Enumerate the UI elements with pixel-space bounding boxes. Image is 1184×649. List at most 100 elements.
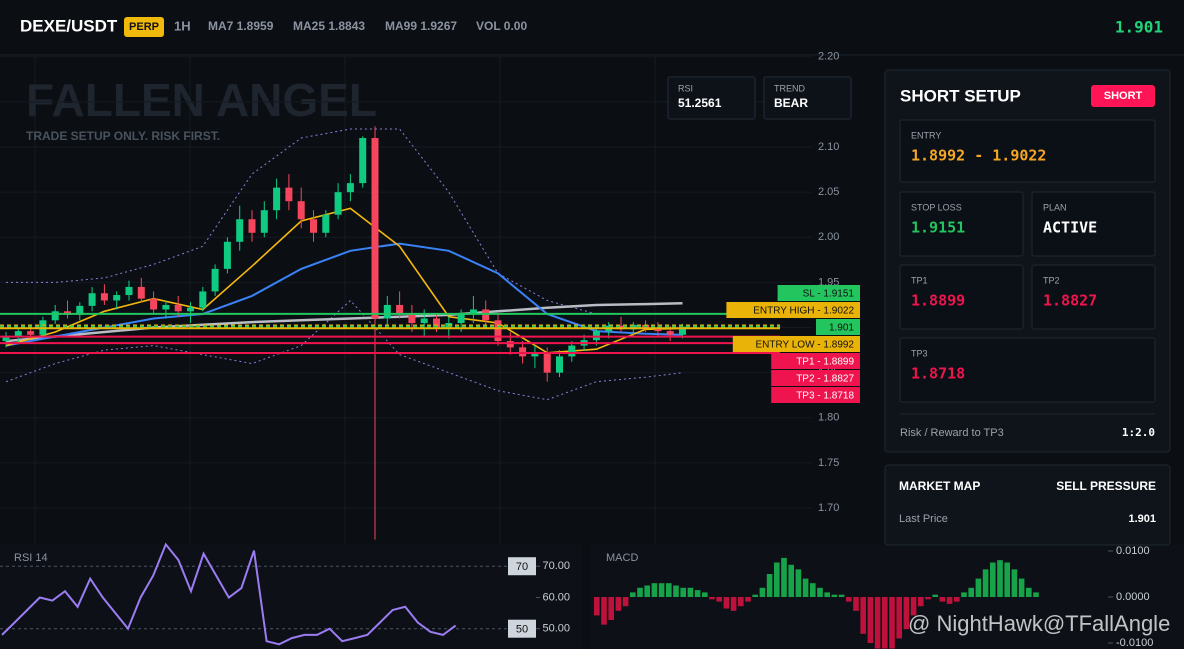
level-label: ENTRY LOW - 1.8992 bbox=[755, 340, 854, 351]
badge: PERP bbox=[129, 21, 159, 33]
candle-body bbox=[297, 201, 305, 220]
macd-bar bbox=[918, 597, 924, 607]
candle-body bbox=[27, 331, 35, 335]
level-label-bg bbox=[732, 336, 860, 352]
macd-bar bbox=[831, 594, 838, 597]
macd-bar bbox=[774, 562, 780, 597]
macd-bar bbox=[594, 597, 600, 616]
macd-bar bbox=[1026, 587, 1032, 597]
macd-bar bbox=[810, 583, 816, 597]
macd-bar bbox=[630, 592, 636, 597]
macd-bar bbox=[651, 583, 658, 597]
watermark: @ NightHawk@TFallAngle bbox=[908, 611, 1170, 636]
macd-bar bbox=[910, 597, 917, 616]
level-label: TP3 - 1.8718 bbox=[796, 391, 854, 402]
setup-title: SHORT SETUP bbox=[900, 86, 1021, 105]
candle-body bbox=[260, 210, 268, 233]
indicator: MA7 1.8959 bbox=[208, 19, 274, 33]
rr-label: Risk / Reward to TP3 bbox=[900, 427, 1004, 439]
macd-bar bbox=[658, 583, 665, 597]
macd-bar bbox=[795, 569, 802, 597]
macd-bar bbox=[946, 597, 953, 604]
card-value: 1.8899 bbox=[911, 292, 965, 310]
macd-bar bbox=[1018, 578, 1025, 597]
y-tick-label: 2.00 bbox=[818, 231, 839, 243]
card-label: TP1 bbox=[911, 275, 928, 285]
candle-body bbox=[679, 326, 686, 335]
macd-bar bbox=[723, 597, 730, 609]
candle-body bbox=[506, 341, 514, 348]
candle-body bbox=[396, 304, 404, 314]
card-value: 1.8992 - 1.9022 bbox=[911, 147, 1046, 165]
side-badge-bg bbox=[1091, 85, 1155, 107]
macd-bar bbox=[1011, 569, 1018, 597]
side-badge: SHORT bbox=[1104, 90, 1143, 102]
y-tick-label: 1.80 bbox=[818, 412, 839, 424]
macd-bar bbox=[1004, 562, 1010, 597]
setup-card bbox=[899, 191, 1024, 257]
candle-body bbox=[556, 356, 563, 373]
macd-bar bbox=[608, 597, 614, 621]
rsi-panel bbox=[0, 545, 582, 649]
y-tick-label: 0.0000 bbox=[1116, 591, 1150, 603]
candle-body bbox=[273, 187, 281, 211]
level-label-bg bbox=[771, 387, 860, 403]
macd-bar bbox=[730, 597, 737, 611]
candle-body bbox=[236, 219, 244, 242]
setup-card bbox=[899, 119, 1156, 183]
candle-body bbox=[174, 304, 182, 312]
candle-body bbox=[408, 313, 416, 324]
candle-body bbox=[519, 347, 527, 357]
macd-bar bbox=[968, 587, 974, 597]
macd-bar bbox=[781, 557, 787, 597]
macd-bar bbox=[853, 597, 859, 611]
y-tick-label: 0.0100 bbox=[1116, 545, 1150, 557]
candle-body bbox=[322, 214, 330, 233]
card-label: TP3 bbox=[911, 348, 928, 358]
macd-bar bbox=[673, 585, 679, 597]
setup-card bbox=[899, 264, 1024, 330]
macd-bar bbox=[838, 594, 845, 597]
candle-body bbox=[51, 311, 59, 321]
setup-card bbox=[1031, 191, 1156, 257]
panel-title: MACD bbox=[606, 552, 638, 564]
card-label: ENTRY bbox=[911, 130, 941, 140]
level-label-bg bbox=[726, 302, 860, 318]
market-map-status: SELL PRESSURE bbox=[1056, 479, 1156, 493]
card-value: 1.8718 bbox=[911, 365, 965, 383]
vertical-grid bbox=[34, 56, 656, 545]
card-label: PLAN bbox=[1043, 202, 1067, 212]
y-tick-label: 50.00 bbox=[542, 623, 570, 635]
candle-body bbox=[137, 286, 145, 299]
indicator-line bbox=[5, 301, 683, 343]
candle-body bbox=[654, 327, 662, 332]
macd-bar bbox=[939, 597, 946, 602]
market-map-title: MARKET MAP bbox=[899, 479, 980, 493]
card-value: 1.9151 bbox=[911, 219, 965, 237]
symbol: DEXE/USDT bbox=[20, 16, 118, 35]
macd-bar bbox=[932, 594, 938, 597]
band-label: 70 bbox=[516, 561, 528, 573]
candle-body bbox=[420, 318, 428, 324]
indicator-line bbox=[5, 242, 683, 347]
macd-bar bbox=[867, 597, 874, 644]
level-label: TP1 - 1.8899 bbox=[796, 357, 854, 368]
candle-body bbox=[14, 331, 22, 337]
macd-bar bbox=[666, 583, 672, 597]
band-label-bg bbox=[508, 557, 536, 576]
candle-body bbox=[383, 304, 391, 319]
candle-body bbox=[88, 293, 96, 306]
card-value: 1.8827 bbox=[1043, 292, 1097, 310]
level-label: 1.901 bbox=[829, 323, 854, 334]
level-label: SL - 1.9151 bbox=[803, 289, 855, 300]
tagline: TRADE SETUP ONLY. RISK FIRST. bbox=[26, 129, 220, 143]
macd-bar bbox=[745, 597, 751, 602]
macd-bar bbox=[702, 592, 708, 597]
macd-bar bbox=[1033, 592, 1039, 597]
y-tick-label: 1.75 bbox=[818, 457, 839, 469]
card-label: TP2 bbox=[1043, 275, 1060, 285]
macd-bar bbox=[680, 587, 686, 597]
candle-body bbox=[113, 295, 121, 301]
